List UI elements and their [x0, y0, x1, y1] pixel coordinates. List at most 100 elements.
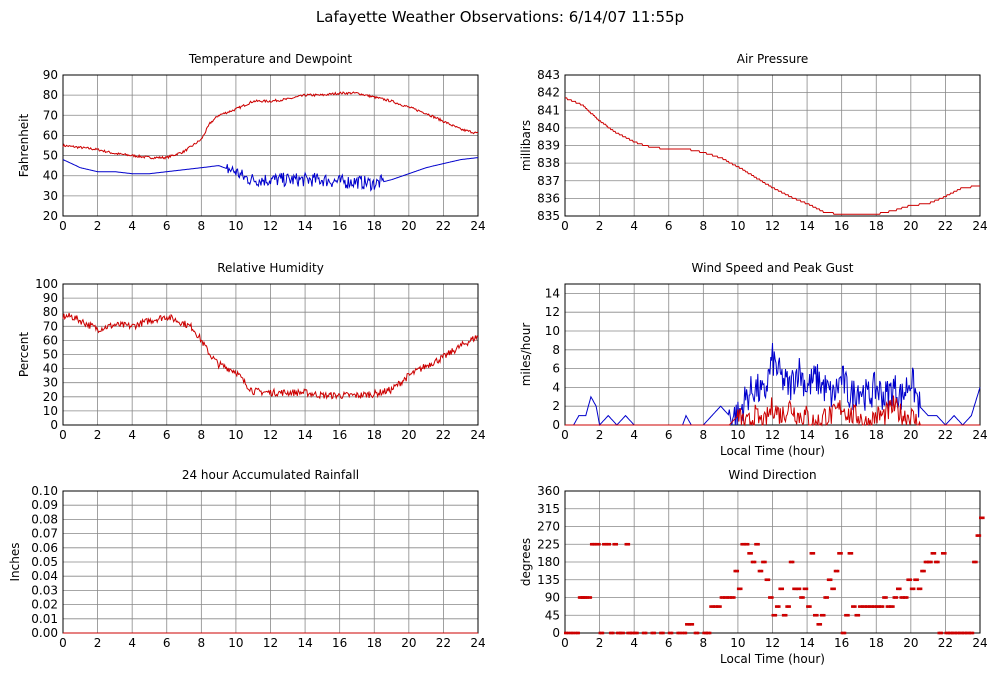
- data-point: [889, 605, 892, 608]
- data-point: [869, 605, 873, 608]
- data-point: [944, 631, 947, 635]
- data-point: [724, 596, 728, 599]
- data-point: [776, 605, 779, 608]
- data-point: [909, 578, 912, 582]
- data-point: [669, 631, 672, 635]
- x-tick-label: 20: [903, 219, 918, 233]
- data-point: [685, 623, 688, 626]
- y-tick-label: 50: [43, 348, 58, 362]
- data-point: [833, 569, 837, 573]
- data-point: [844, 613, 847, 617]
- y-tick-label: 225: [537, 537, 560, 551]
- data-point: [705, 631, 709, 635]
- x-tick-label: 20: [903, 428, 918, 442]
- data-point: [947, 631, 951, 635]
- x-tick-label: 22: [436, 428, 451, 442]
- data-point: [937, 631, 940, 635]
- data-point: [617, 631, 620, 635]
- x-tick-label: 24: [470, 428, 485, 442]
- y-tick-label: 838: [537, 156, 560, 170]
- data-point: [717, 605, 721, 608]
- data-point: [728, 596, 731, 599]
- data-point: [798, 587, 802, 591]
- plot-frame: [564, 490, 981, 634]
- series-line-red: [62, 312, 479, 400]
- x-tick-label: 14: [799, 636, 814, 650]
- data-point: [783, 613, 786, 617]
- data-point: [975, 534, 978, 537]
- x-tick-label: 22: [938, 219, 953, 233]
- data-point: [975, 560, 978, 564]
- data-point: [684, 631, 688, 635]
- x-tick-label: 6: [163, 219, 171, 233]
- y-tick-label: 270: [537, 520, 560, 534]
- data-point: [899, 587, 902, 591]
- y-tick-label: 135: [537, 573, 560, 587]
- series-points: [564, 516, 985, 635]
- data-point: [650, 631, 653, 635]
- data-point: [790, 560, 793, 564]
- data-point: [752, 560, 755, 564]
- data-point: [755, 542, 759, 546]
- x-tick-label: 14: [799, 428, 814, 442]
- data-point: [887, 605, 890, 608]
- data-point: [952, 631, 956, 635]
- x-tick-label: 20: [401, 219, 416, 233]
- data-point: [579, 596, 582, 599]
- x-tick-label: 0: [59, 636, 67, 650]
- data-point: [750, 560, 754, 564]
- data-point: [774, 613, 778, 617]
- data-point: [709, 605, 712, 608]
- y-tick-label: 40: [43, 362, 58, 376]
- data-point: [842, 631, 845, 635]
- y-tick-label: 360: [537, 484, 560, 498]
- x-tick-label: 6: [665, 219, 673, 233]
- data-point: [895, 596, 899, 599]
- data-point: [583, 596, 586, 599]
- data-point: [861, 605, 864, 608]
- data-point: [875, 605, 878, 608]
- data-point: [812, 552, 816, 555]
- chart-title: 24 hour Accumulated Rainfall: [182, 468, 359, 482]
- data-point: [961, 631, 965, 635]
- data-point: [793, 587, 797, 591]
- data-point: [979, 516, 982, 520]
- data-point: [735, 569, 738, 573]
- data-point: [906, 596, 909, 599]
- data-point: [786, 605, 790, 608]
- data-point: [693, 631, 697, 635]
- data-point: [795, 587, 799, 591]
- y-tick-label: 10: [545, 324, 560, 338]
- x-tick-label: 10: [228, 636, 243, 650]
- data-point: [660, 631, 664, 635]
- x-tick-label: 24: [470, 219, 485, 233]
- data-point: [982, 516, 985, 520]
- x-tick-label: 0: [59, 219, 67, 233]
- chart-title: Relative Humidity: [217, 261, 324, 275]
- y-tick-label: 45: [545, 608, 560, 622]
- data-point: [892, 596, 895, 599]
- data-point: [911, 587, 914, 591]
- data-point: [881, 605, 885, 608]
- x-tick-label: 0: [561, 219, 569, 233]
- y-tick-label: 0.07: [31, 527, 58, 541]
- data-point: [854, 613, 857, 617]
- data-point: [821, 613, 824, 617]
- x-tick-label: 16: [332, 428, 347, 442]
- data-point: [676, 631, 679, 635]
- data-point: [799, 596, 802, 599]
- data-point: [919, 587, 923, 591]
- data-point: [626, 542, 629, 546]
- data-point: [608, 631, 612, 635]
- y-axis-label: Fahrenheit: [17, 113, 31, 177]
- x-tick-label: 8: [198, 636, 206, 650]
- data-point: [814, 613, 817, 617]
- data-point: [643, 631, 646, 635]
- data-point: [906, 578, 909, 582]
- data-point: [871, 605, 875, 608]
- data-point: [791, 560, 795, 564]
- y-tick-label: 0.05: [31, 555, 58, 569]
- data-point: [577, 596, 581, 599]
